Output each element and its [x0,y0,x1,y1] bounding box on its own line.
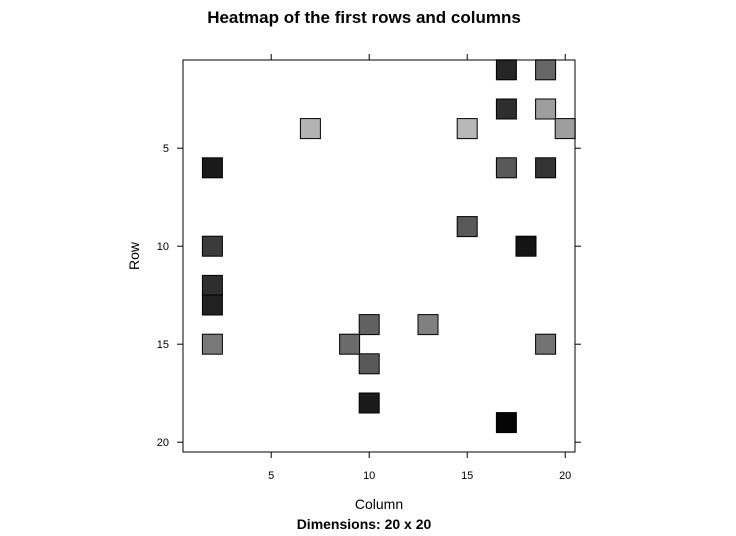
heatmap-cell-r10-c18 [515,235,537,257]
heatmap-cell-r15-c9 [339,333,361,355]
heatmap-cell-r9-c15 [456,216,478,238]
heatmap-cell-r12-c2 [201,274,223,296]
heatmap-cell-r6-c19 [535,157,557,179]
y-axis-label: Row [126,241,142,270]
heatmap-cell-r14-c10 [358,314,380,336]
x-tick-label-20: 20 [559,470,571,482]
plot-frame [182,59,576,453]
heatmap-cell-r10-c2 [201,235,223,257]
heatmap-cell-r14-c13 [417,314,439,336]
heatmap-cell-r1-c17 [495,59,517,81]
x-tick-label-15: 15 [461,470,473,482]
heatmap-cell-r15-c2 [201,333,223,355]
y-tick-label-10: 10 [157,241,169,253]
chart-subtitle: Dimensions: 20 x 20 [297,516,432,532]
heatmap-cell-r3-c17 [495,98,517,120]
heatmap-cells [201,59,576,434]
heatmap-cell-r6-c17 [495,157,517,179]
heatmap-cell-r15-c19 [535,333,557,355]
axis-ticks: 5 10 15 20 5 10 15 20 [157,54,581,482]
heatmap-cell-r4-c15 [456,118,478,140]
y-tick-label-15: 15 [157,339,169,351]
heatmap-cell-r1-c19 [535,59,557,81]
heatmap-cell-r3-c19 [535,98,557,120]
x-tick-label-5: 5 [268,470,274,482]
chart-title: Heatmap of the first rows and columns [207,8,521,27]
y-tick-label-5: 5 [163,143,169,155]
heatmap-cell-r13-c2 [201,294,223,316]
heatmap-cell-r18-c10 [358,392,380,414]
x-tick-label-10: 10 [363,470,375,482]
heatmap-cell-r16-c10 [358,353,380,375]
x-axis-label: Column [355,496,403,512]
heatmap-cell-r4-c7 [299,118,321,140]
y-tick-label-20: 20 [157,437,169,449]
heatmap-cell-r19-c17 [495,412,517,434]
heatmap-cell-r6-c2 [201,157,223,179]
heatmap-cell-r4-c20 [554,118,576,140]
